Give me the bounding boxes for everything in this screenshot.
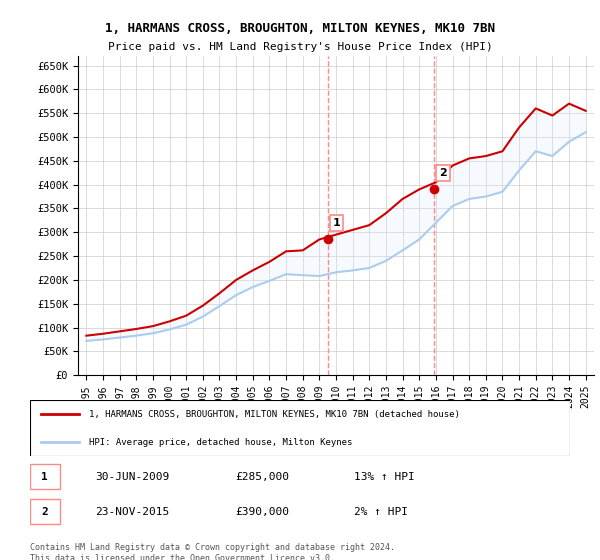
Text: Price paid vs. HM Land Registry's House Price Index (HPI): Price paid vs. HM Land Registry's House …	[107, 42, 493, 52]
Text: 1, HARMANS CROSS, BROUGHTON, MILTON KEYNES, MK10 7BN (detached house): 1, HARMANS CROSS, BROUGHTON, MILTON KEYN…	[89, 410, 460, 419]
Text: 2: 2	[41, 507, 48, 517]
Text: £285,000: £285,000	[235, 472, 289, 482]
FancyBboxPatch shape	[30, 499, 60, 524]
Text: 30-JUN-2009: 30-JUN-2009	[95, 472, 169, 482]
Text: 2% ↑ HPI: 2% ↑ HPI	[354, 507, 408, 517]
Text: HPI: Average price, detached house, Milton Keynes: HPI: Average price, detached house, Milt…	[89, 438, 353, 447]
Text: Contains HM Land Registry data © Crown copyright and database right 2024.
This d: Contains HM Land Registry data © Crown c…	[30, 543, 395, 560]
FancyBboxPatch shape	[30, 464, 60, 489]
Text: 13% ↑ HPI: 13% ↑ HPI	[354, 472, 415, 482]
Text: 1: 1	[332, 218, 340, 228]
Text: 2: 2	[439, 168, 447, 178]
Text: 1: 1	[41, 472, 48, 482]
Text: £390,000: £390,000	[235, 507, 289, 517]
Text: 1, HARMANS CROSS, BROUGHTON, MILTON KEYNES, MK10 7BN: 1, HARMANS CROSS, BROUGHTON, MILTON KEYN…	[105, 22, 495, 35]
FancyBboxPatch shape	[30, 400, 570, 456]
Text: 23-NOV-2015: 23-NOV-2015	[95, 507, 169, 517]
